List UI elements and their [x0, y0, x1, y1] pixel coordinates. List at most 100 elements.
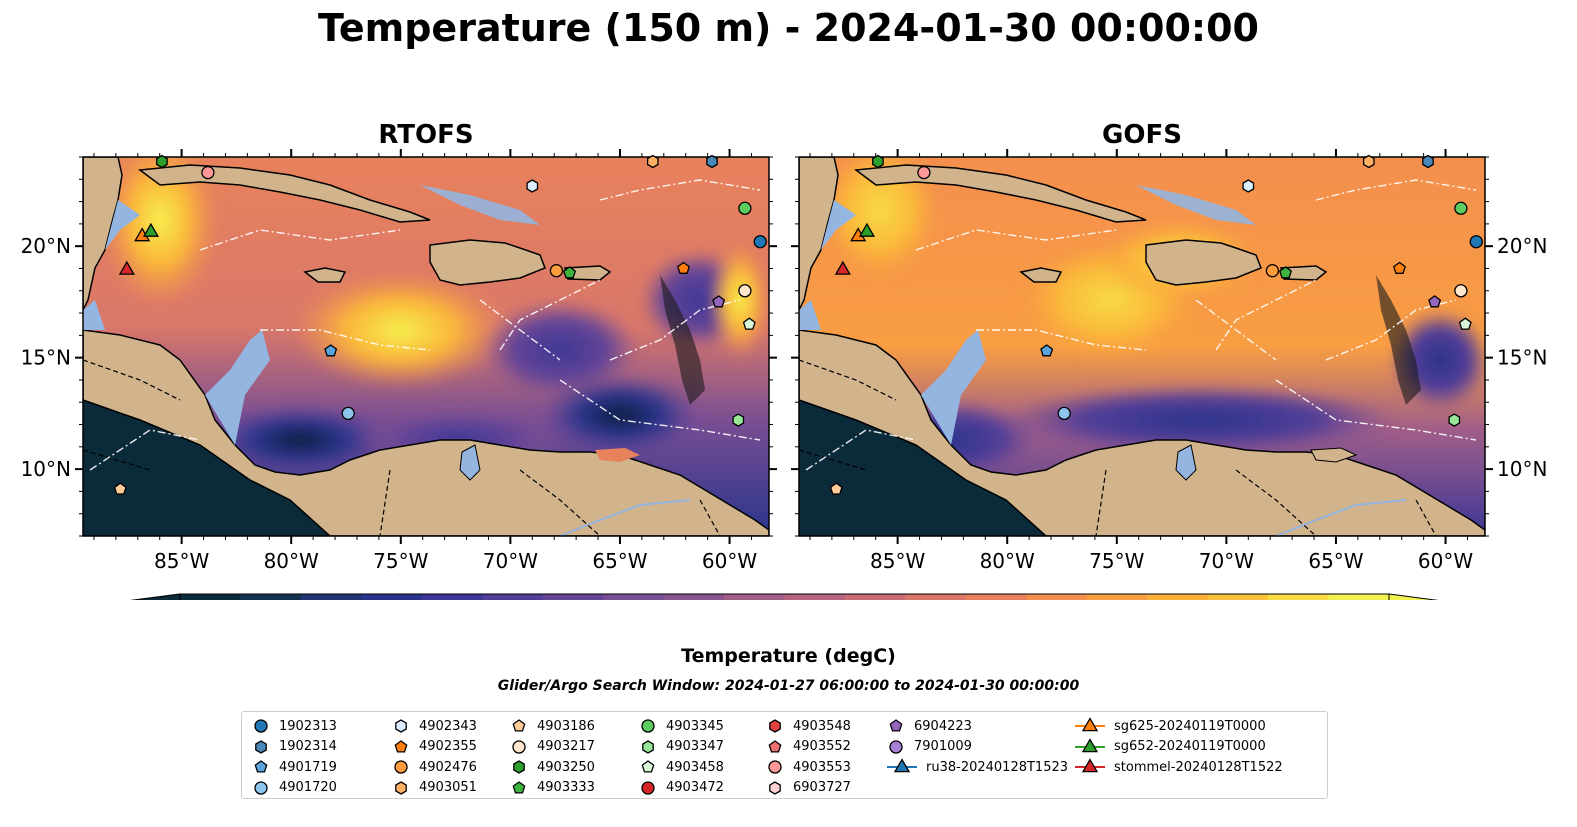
colorbar-segment — [361, 594, 423, 600]
legend-marker-icon — [395, 719, 407, 734]
longitude-label: 60°W — [702, 549, 757, 573]
legend-label: 4903347 — [666, 739, 724, 755]
legend-item: ru38-20240128T1523 — [887, 757, 1068, 778]
gofs-cuba — [854, 164, 1147, 223]
argo-float-marker — [1454, 284, 1468, 298]
longitude-label: 85°W — [154, 549, 209, 573]
legend-label: 4903333 — [537, 780, 595, 796]
argo-float-marker — [732, 413, 745, 427]
legend-column: 6904223 7901009 ru38-20240128T1523 — [887, 716, 1068, 778]
legend-marker-icon — [512, 780, 526, 794]
legend-marker-icon — [889, 719, 903, 732]
legend-label: 6904223 — [914, 718, 972, 734]
argo-float-marker — [1448, 413, 1461, 427]
legend-label: 4903345 — [666, 718, 724, 734]
colorbar-segment — [542, 594, 604, 600]
legend-marker-icon — [512, 719, 526, 732]
colorbar-segment — [905, 594, 967, 600]
gofs-yucatan — [799, 157, 839, 311]
argo-float-marker — [324, 344, 338, 357]
legend-label: sg652-20240119T0000 — [1114, 739, 1266, 755]
colorbar-segment — [663, 594, 725, 600]
glider-marker — [142, 222, 160, 237]
gofs-jamaica — [1019, 267, 1063, 283]
legend-item: 4903250 — [510, 757, 595, 778]
legend-marker-icon — [641, 719, 655, 733]
legend-column: sg625-20240119T0000 sg652-20240119T0000 st… — [1075, 716, 1283, 778]
colorbar-segment — [1328, 594, 1390, 600]
colorbar-segment — [965, 594, 1027, 600]
legend-label: sg625-20240119T0000 — [1114, 718, 1266, 734]
legend-marker-icon — [255, 739, 267, 754]
colorbar-segment — [300, 594, 362, 600]
figure-title: Temperature (150 m) - 2024-01-30 00:00:0… — [317, 6, 1259, 50]
longitude-label: 60°W — [1418, 549, 1473, 573]
legend-label: 4903051 — [419, 780, 477, 796]
legend-item: 1902313 — [252, 716, 337, 737]
colorbar-segment — [603, 594, 665, 600]
rtofs-shelf — [205, 330, 270, 445]
gofs-eez-lines — [805, 179, 1477, 471]
argo-float-marker — [1458, 317, 1472, 330]
colorbar-segment — [1086, 594, 1148, 600]
rtofs-hispaniola — [429, 239, 546, 286]
legend-marker-icon — [394, 760, 408, 774]
legend-marker-icon — [887, 758, 917, 773]
argo-float-marker — [917, 165, 931, 180]
legend-column: 4902343 4902355 4902476 4903051 — [392, 716, 477, 798]
legend-label: 4903548 — [793, 718, 851, 734]
legend-item: 6903727 — [766, 778, 851, 799]
colorbar-extend-high — [1388, 593, 1439, 600]
legend-marker-icon — [769, 780, 781, 795]
colorbar-segment — [421, 594, 483, 600]
colorbar-segment — [724, 594, 785, 600]
latitude-label: 15°N — [1497, 346, 1547, 370]
legend-item: 4903553 — [766, 757, 851, 778]
glider-marker — [118, 260, 135, 275]
longitude-label: 70°W — [483, 549, 538, 573]
legend-marker-icon — [394, 739, 408, 753]
legend-item: stommel-20240128T1522 — [1075, 757, 1283, 778]
legend-item: 4903345 — [639, 716, 724, 737]
search-window-text: Glider/Argo Search Window: 2024-01-27 06… — [497, 678, 1080, 694]
gofs-shelf — [921, 330, 986, 445]
argo-float-marker — [201, 165, 215, 180]
gofs-map — [799, 157, 1485, 536]
legend-item: 6904223 — [887, 716, 1068, 737]
legend-marker-icon — [254, 760, 268, 773]
colorbar-segment — [240, 594, 302, 600]
argo-float-marker — [1422, 154, 1434, 169]
map-figure: 85°W 80°W 75°W 70°W 65°W 60°W 20°N 15°N 10°N 85°W… — [21, 149, 1547, 600]
colorbar-segment — [1026, 594, 1088, 600]
argo-float-marker — [677, 261, 690, 274]
legend-column: 4903548 4903552 4903553 6903727 — [766, 716, 851, 798]
glider-marker — [834, 260, 851, 275]
longitude-label: 80°W — [264, 549, 319, 573]
colorbar-segment — [482, 594, 544, 600]
colorbar-segment — [180, 594, 241, 600]
legend-item: 4903548 — [766, 716, 851, 737]
argo-float-marker — [706, 154, 718, 169]
argo-float-marker — [646, 154, 659, 169]
legend-label: 4901720 — [279, 780, 337, 796]
argo-float-marker — [1057, 406, 1071, 421]
rtofs-jamaica — [303, 267, 347, 283]
legend-column: 1902313 1902314 4901719 4901720 — [252, 716, 337, 798]
argo-float-marker — [1454, 201, 1468, 215]
colorbar: 1718192021222324 — [129, 593, 1439, 600]
argo-float-marker — [742, 317, 756, 330]
legend-label: 4903186 — [537, 718, 595, 734]
gofs-panel-title: GOFS — [1102, 120, 1182, 150]
argo-float-marker — [872, 154, 884, 169]
legend-label: 4902355 — [419, 739, 477, 755]
latitude-label: 20°N — [1497, 234, 1547, 258]
latitude-label: 10°N — [1497, 457, 1547, 481]
argo-float-marker — [1469, 235, 1483, 249]
longitude-label: 80°W — [980, 549, 1035, 573]
argo-float-marker — [1242, 179, 1255, 193]
argo-float-marker — [341, 406, 355, 421]
colorbar-label: Temperature (degC) — [681, 645, 896, 667]
legend-marker-icon — [1075, 717, 1105, 732]
platform-markers — [113, 154, 1483, 495]
argo-float-marker — [1265, 264, 1280, 278]
